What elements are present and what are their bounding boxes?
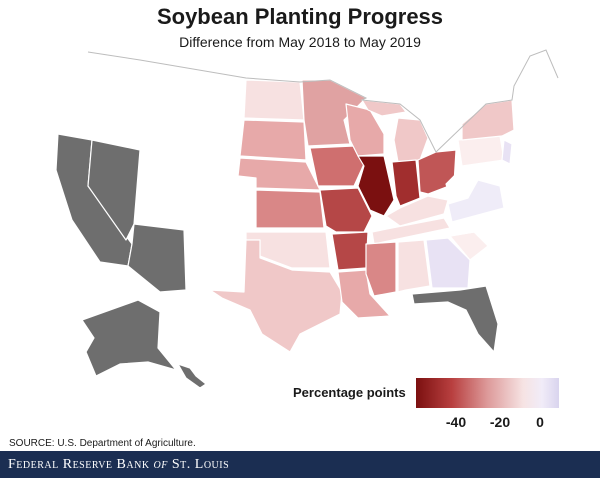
state-mississippi [365,241,397,297]
state-alaska [81,299,177,377]
state-iowa [309,145,365,187]
state-utah [135,159,189,229]
state-indiana [391,159,421,207]
state-wyoming [171,121,241,177]
footer-brand: Federal Reserve Bank of St. Louis [8,457,229,473]
source-note: SOURCE: U.S. Department of Agriculture. [9,438,196,449]
state-nebraska [237,157,321,191]
footer-bar: Federal Reserve Bank of St. Louis [0,451,600,478]
state-new-jersey [501,139,513,165]
state-georgia [425,237,471,289]
footer-brand-prefix: Federal Reserve Bank [8,457,150,472]
state-montana [151,63,247,125]
state-alabama [397,239,431,293]
footer-brand-of: of [153,457,168,472]
national-border-outline [87,49,559,153]
state-texas [209,239,343,353]
state-maine [529,49,559,101]
state-north-dakota [243,79,305,121]
state-nevada [87,139,141,241]
state-arizona [127,223,187,293]
state-kansas [255,189,325,229]
legend-label: Percentage points [293,385,406,400]
footer-brand-suffix: St. Louis [171,457,230,472]
state-connecticut [513,125,531,139]
state-arkansas [331,231,369,271]
state-massachusetts [515,113,545,127]
state-west-virginia [445,171,471,205]
state-illinois [357,155,395,217]
state-colorado [185,177,257,229]
legend-tick-minus-20: -20 [489,414,511,430]
legend-color-bar [416,378,559,408]
map-title: Soybean Planting Progress [156,4,444,29]
state-new-hampshire [521,75,535,117]
state-tennessee [371,217,451,245]
legend-tick-minus-40: -40 [445,414,467,430]
state-oregon [59,81,125,141]
state-pennsylvania [457,135,505,167]
state-hawaii [177,363,207,389]
state-virginia [447,179,505,223]
legend-tick-0: 0 [536,414,544,430]
map-subtitle: Difference from May 2018 to May 2019 [179,34,421,50]
state-north-carolina [449,211,511,243]
state-michigan [393,117,429,163]
state-florida [411,285,499,353]
state-south-dakota [239,119,307,161]
state-new-mexico [185,227,247,293]
state-maryland [469,161,503,181]
